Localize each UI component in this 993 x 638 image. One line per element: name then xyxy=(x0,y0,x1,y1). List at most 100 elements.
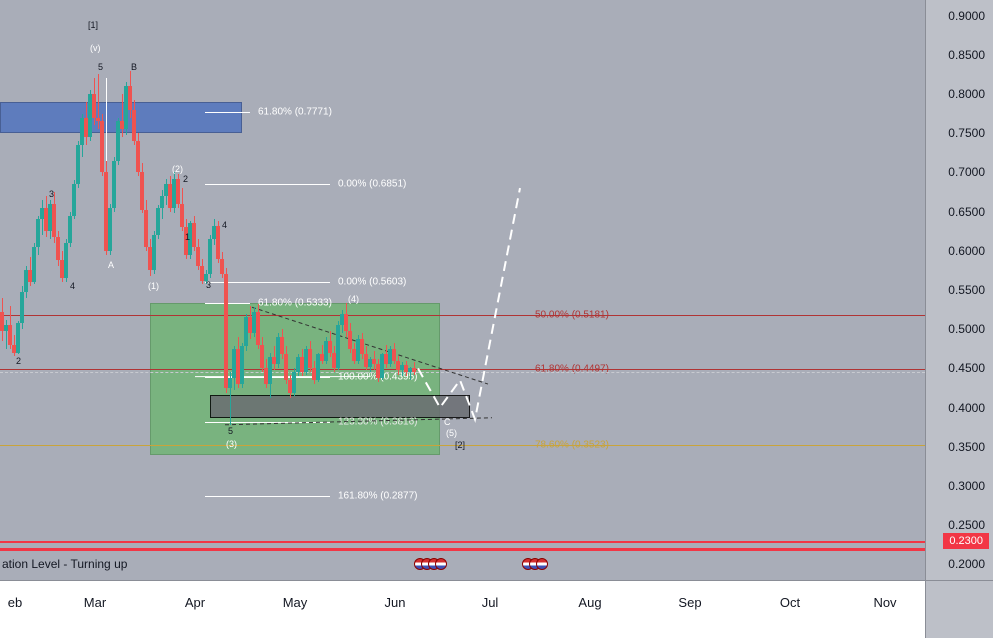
candle-body xyxy=(140,172,144,210)
candle-body xyxy=(180,204,184,228)
candle-body xyxy=(256,312,260,345)
wave-label: (v) xyxy=(90,43,101,53)
candle-body xyxy=(284,354,288,380)
candle-body xyxy=(160,196,164,208)
candle-body xyxy=(128,86,132,110)
candle-body xyxy=(156,208,160,235)
y-tick-label: 0.9000 xyxy=(948,9,985,23)
candle-body xyxy=(68,216,72,243)
price-badge: 0.2300 xyxy=(943,533,989,549)
y-tick-label: 0.4000 xyxy=(948,401,985,415)
wave-label: 3 xyxy=(206,280,211,290)
y-tick-label: 0.6000 xyxy=(948,244,985,258)
candle-body xyxy=(64,243,68,278)
y-tick-label: 0.3500 xyxy=(948,440,985,454)
y-tick-label: 0.3000 xyxy=(948,479,985,493)
y-tick-label: 0.2500 xyxy=(948,518,985,532)
wave-label: (2) xyxy=(172,164,183,174)
candle-body xyxy=(228,378,232,388)
wave-label: 5 xyxy=(228,426,233,436)
candle-body xyxy=(92,94,96,118)
wave-label: (4) xyxy=(348,294,359,304)
candle-body xyxy=(136,141,140,172)
wave-label: (1) xyxy=(148,281,159,291)
y-tick-label: 0.4500 xyxy=(948,361,985,375)
wave-label: 5 xyxy=(98,62,103,72)
y-axis-panel: 0.9000 0.8500 0.8000 0.7500 0.7000 0.6500 0.60… xyxy=(925,0,993,580)
wave-label: A xyxy=(108,260,114,270)
candle-body xyxy=(108,208,112,251)
candle-body xyxy=(308,349,312,369)
candle-body xyxy=(280,337,284,354)
x-tick-label: eb xyxy=(8,595,22,610)
candle-body xyxy=(72,184,76,215)
candle-body xyxy=(144,210,148,247)
wave-label: 2 xyxy=(183,174,188,184)
y-tick-label: 0.2000 xyxy=(948,557,985,571)
candle-body xyxy=(336,325,340,368)
wave-label: (5) xyxy=(446,428,457,438)
candle-body xyxy=(192,223,196,247)
y-tick-label: 0.6500 xyxy=(948,205,985,219)
candle-body xyxy=(216,226,220,259)
candle-body xyxy=(412,368,416,371)
flag-icon xyxy=(435,558,447,570)
candle-wick xyxy=(6,320,7,349)
wave-label: 3 xyxy=(49,189,54,199)
candle-body xyxy=(348,331,352,349)
candle-body xyxy=(208,239,212,274)
wave-label: 4 xyxy=(222,220,227,230)
wave-label: [2] xyxy=(455,440,465,450)
wave-label: B xyxy=(131,62,137,72)
overlay-svg xyxy=(0,0,925,580)
x-axis-panel: eb Mar Apr May Jun Jul Aug Sep Oct Nov xyxy=(0,580,993,638)
candle-body xyxy=(152,235,156,270)
candle-body xyxy=(392,349,396,361)
candle-body xyxy=(196,247,200,267)
candle-body xyxy=(344,314,348,331)
status-text: ation Level - Turning up xyxy=(2,557,127,571)
x-tick-label: Jul xyxy=(482,595,499,610)
x-tick-label: Aug xyxy=(578,595,601,610)
y-tick-label: 0.8000 xyxy=(948,87,985,101)
candle-body xyxy=(220,259,224,275)
candle-body xyxy=(112,161,116,208)
axis-corner xyxy=(925,580,993,638)
candle-body xyxy=(100,121,104,172)
x-tick-label: Jun xyxy=(385,595,406,610)
wave-label: 2 xyxy=(16,356,21,366)
y-tick-label: 0.7500 xyxy=(948,126,985,140)
candle-wick xyxy=(122,94,123,137)
wave-label: 1 xyxy=(185,232,190,242)
candle-body xyxy=(36,219,40,246)
wave-label: (3) xyxy=(226,439,237,449)
y-tick-label: 0.8500 xyxy=(948,48,985,62)
candle-body xyxy=(360,339,364,355)
candle-body xyxy=(224,274,228,388)
y-tick-label: 0.5500 xyxy=(948,283,985,297)
candle-body xyxy=(176,179,180,204)
wave-label: C xyxy=(444,417,451,427)
candle-body xyxy=(8,325,12,345)
chart-area[interactable]: 50.00% (0.5181)61.80% (0.4497)78.60% (0.… xyxy=(0,0,925,580)
wave-label: [1] xyxy=(88,20,98,30)
y-tick-label: 0.5000 xyxy=(948,322,985,336)
candle-body xyxy=(260,345,264,369)
x-tick-label: Apr xyxy=(185,595,205,610)
x-tick-label: Mar xyxy=(84,595,106,610)
indicator-red-line xyxy=(0,548,925,551)
candle-body xyxy=(132,110,136,141)
candle-body xyxy=(76,145,80,184)
x-tick-label: Sep xyxy=(678,595,701,610)
candle-body xyxy=(16,323,20,353)
x-tick-label: Oct xyxy=(780,595,800,610)
x-tick-label: May xyxy=(283,595,308,610)
candle-body xyxy=(328,341,332,353)
y-tick-label: 0.7000 xyxy=(948,165,985,179)
x-tick-label: Nov xyxy=(873,595,896,610)
candle-body xyxy=(56,237,60,261)
candle-body xyxy=(32,247,36,282)
candle-body xyxy=(20,292,24,323)
candle-body xyxy=(240,346,244,384)
candle-body xyxy=(292,372,296,393)
